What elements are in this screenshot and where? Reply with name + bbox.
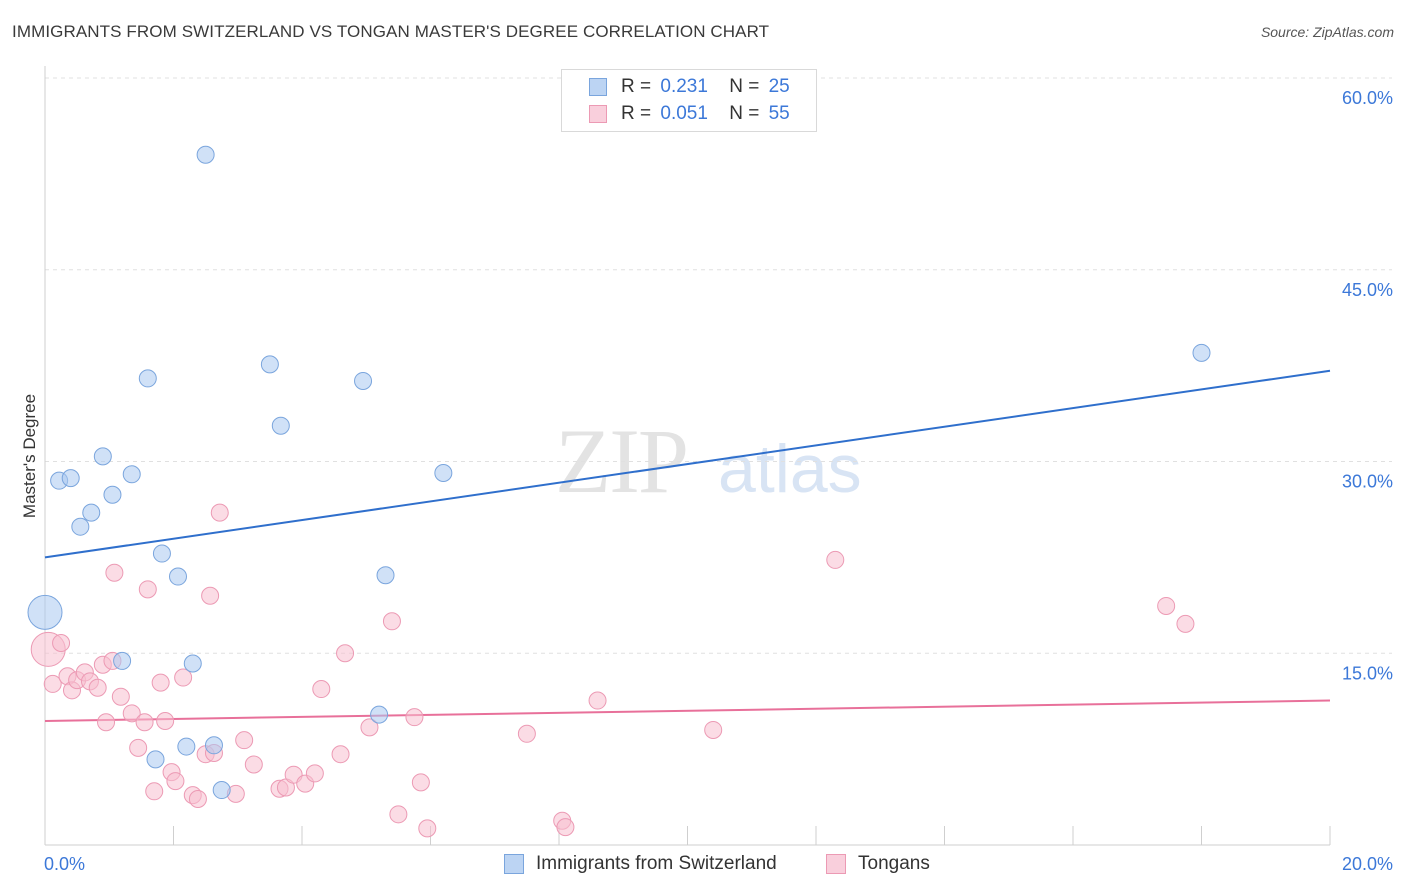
- point-tongans: [129, 738, 148, 757]
- point-switzerland: [113, 651, 132, 670]
- point-switzerland: [103, 485, 122, 504]
- point-switzerland: [183, 654, 202, 673]
- point-switzerland: [146, 750, 165, 769]
- legend-n-label: N =: [729, 76, 760, 97]
- point-tongans: [517, 724, 536, 743]
- point-tongans: [389, 805, 408, 824]
- point-switzerland: [93, 447, 112, 466]
- point-tongans: [52, 634, 71, 653]
- point-switzerland: [82, 503, 101, 522]
- point-tongans: [382, 612, 401, 631]
- y-tick-label: 30.0%: [1342, 472, 1393, 492]
- watermark-atlas: atlas: [718, 431, 862, 507]
- trend-line-switzerland: [44, 369, 1331, 559]
- point-switzerland: [271, 416, 290, 435]
- gridlines: [45, 77, 1392, 654]
- y-tick-label: 60.0%: [1342, 88, 1393, 108]
- point-switzerland: [27, 594, 63, 630]
- axes: [44, 66, 1331, 846]
- point-switzerland: [152, 544, 171, 563]
- point-switzerland: [354, 371, 373, 390]
- point-switzerland: [122, 465, 141, 484]
- point-tongans: [105, 563, 124, 582]
- y-axis-label: Master's Degree: [20, 394, 39, 518]
- point-tongans: [312, 680, 331, 699]
- point-tongans: [151, 673, 170, 692]
- y-tick-label: 45.0%: [1342, 280, 1393, 300]
- tick-labels: 15.0% 30.0% 45.0% 60.0% 0.0% 20.0%: [44, 88, 1393, 874]
- x-tick-label: 0.0%: [44, 854, 85, 874]
- point-tongans: [411, 773, 430, 792]
- point-switzerland: [168, 567, 187, 586]
- legend-r-value: 0.051: [660, 103, 708, 124]
- point-tongans: [138, 580, 157, 599]
- point-tongans: [88, 678, 107, 697]
- legend-label-tongans: Tongans: [858, 853, 930, 874]
- legend-swatch-pink: [589, 105, 607, 123]
- data-points: [27, 145, 1211, 838]
- legend-r-label: R =: [621, 103, 652, 124]
- legend-label-switzerland: Immigrants from Switzerland: [536, 853, 777, 874]
- legend-swatch-pink: [826, 854, 846, 874]
- point-tongans: [43, 674, 62, 693]
- x-tick-label: 20.0%: [1342, 854, 1393, 874]
- point-tongans: [201, 586, 220, 605]
- point-switzerland: [434, 464, 453, 483]
- point-tongans: [97, 713, 116, 732]
- point-tongans: [210, 503, 229, 522]
- point-switzerland: [212, 781, 231, 800]
- series-legend: Immigrants from Switzerland Tongans: [0, 852, 1406, 878]
- point-tongans: [360, 718, 379, 737]
- point-switzerland: [177, 737, 196, 756]
- point-tongans: [331, 745, 350, 764]
- point-tongans: [111, 687, 130, 706]
- y-tick-label: 15.0%: [1342, 663, 1393, 683]
- legend-n-value: 25: [768, 76, 790, 97]
- point-tongans: [405, 708, 424, 727]
- point-tongans: [336, 644, 355, 663]
- point-switzerland: [61, 469, 80, 488]
- correlation-legend: R = 0.231 N = 25 R = 0.051 N = 55: [561, 69, 817, 132]
- point-tongans: [826, 550, 845, 569]
- point-switzerland: [196, 145, 215, 164]
- legend-swatch-blue: [589, 78, 607, 96]
- point-tongans: [166, 772, 185, 791]
- legend-r-value: 0.231: [660, 76, 708, 97]
- chart-title: IMMIGRANTS FROM SWITZERLAND VS TONGAN MA…: [12, 22, 770, 41]
- point-tongans: [188, 789, 207, 808]
- legend-swatch-blue: [504, 854, 524, 874]
- point-switzerland: [376, 566, 395, 585]
- point-tongans: [556, 818, 575, 837]
- point-tongans: [418, 819, 437, 838]
- point-tongans: [244, 755, 263, 774]
- point-tongans: [305, 764, 324, 783]
- point-tongans: [588, 691, 607, 710]
- point-tongans: [1157, 596, 1176, 615]
- point-switzerland: [138, 369, 157, 388]
- point-tongans: [135, 713, 154, 732]
- source-label: Source: ZipAtlas.com: [1260, 24, 1394, 40]
- point-tongans: [174, 668, 193, 687]
- point-tongans: [156, 712, 175, 731]
- point-switzerland: [370, 705, 389, 724]
- point-switzerland: [260, 355, 279, 374]
- legend-n-value: 55: [768, 103, 790, 124]
- point-switzerland: [204, 736, 223, 755]
- trend-line-tongans: [44, 699, 1331, 723]
- point-tongans: [145, 782, 164, 801]
- point-switzerland: [1192, 343, 1211, 362]
- legend-n-label: N =: [729, 103, 760, 124]
- point-tongans: [235, 731, 254, 750]
- trend-lines: [44, 369, 1331, 723]
- point-switzerland: [71, 517, 90, 536]
- legend-r-label: R =: [621, 76, 652, 97]
- point-tongans: [122, 704, 141, 723]
- point-tongans: [1176, 614, 1195, 633]
- point-tongans: [704, 720, 723, 739]
